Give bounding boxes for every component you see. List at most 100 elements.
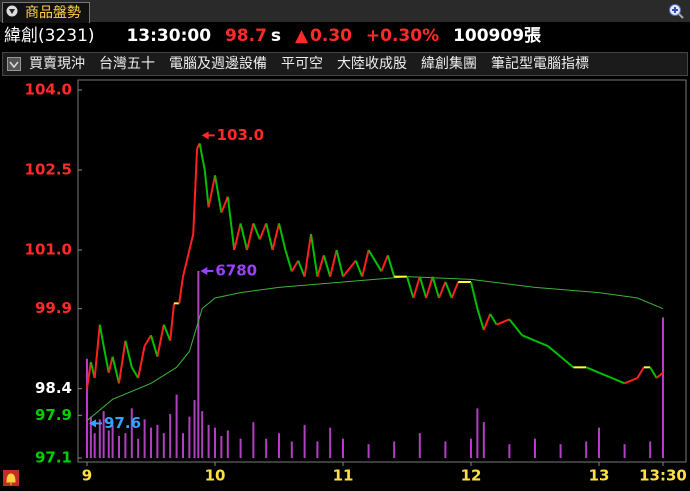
volume-bar [124, 433, 127, 458]
price-segment [406, 276, 415, 299]
price-segment [102, 345, 110, 373]
price-segment [380, 254, 389, 272]
chart: 104.0 102.5 101.0 99.9 98.4 97.9 97.1 9 10 11 12 13… [3, 79, 687, 486]
volume-bar [252, 422, 255, 458]
volume-bar [220, 435, 223, 458]
price-segment [425, 276, 434, 299]
toolbar-item[interactable]: 大陸收成股 [337, 56, 407, 72]
price-segment [130, 366, 140, 379]
price-segment [203, 169, 210, 208]
x-tick-label: 13:30 [639, 467, 687, 485]
price-segment [611, 377, 625, 385]
price-segment [124, 340, 133, 368]
volume-bar [265, 438, 268, 458]
toolbar-item[interactable]: 平可空 [281, 56, 323, 72]
volume: 100909張 [453, 26, 542, 46]
price-segment [521, 334, 536, 342]
volume-bar [207, 424, 210, 458]
volume-bar [239, 438, 242, 458]
volume-bar [197, 271, 200, 458]
price-segment [386, 255, 396, 277]
price-segment [585, 366, 600, 374]
x-tick-label: 10 [205, 467, 226, 485]
volume-bar [226, 430, 229, 458]
annotation-arrow [201, 131, 215, 140]
price-segment [265, 223, 274, 251]
volume-bar [559, 444, 562, 458]
title-bar: 商品盤勢 [0, 0, 690, 23]
price-segment [624, 377, 638, 385]
y-tick-label: 99.9 [35, 299, 72, 317]
volume-bar [476, 408, 479, 458]
volume-bar [93, 433, 96, 458]
checkbox[interactable] [7, 57, 21, 71]
price-segment [335, 249, 344, 277]
price-segment [559, 355, 575, 369]
price-segment [438, 281, 447, 299]
toolbar-item[interactable]: 筆記型電腦指標 [491, 56, 589, 72]
volume-bar [169, 413, 172, 458]
volume-bar [107, 430, 110, 458]
price-segment [107, 356, 114, 373]
volume-bar [278, 433, 280, 458]
volume-bar [585, 441, 588, 458]
volume-bar [329, 427, 332, 458]
price-segment [118, 340, 127, 384]
x-tick-label: 13 [589, 467, 610, 485]
y-tick-label: 97.1 [35, 449, 72, 467]
price: 98.7 [224, 26, 267, 46]
annotation-label: 6780 [215, 262, 257, 280]
price-segment [489, 313, 498, 326]
change-arrow: ▲ [294, 26, 309, 46]
price-segment [150, 335, 159, 357]
price-segment [655, 371, 664, 379]
price-segment [143, 334, 152, 347]
volume-bar [623, 444, 626, 458]
price-segment [444, 281, 453, 299]
price-segment [367, 249, 383, 272]
price-segment [598, 371, 613, 379]
annotation-label: 103.0 [217, 126, 264, 144]
change: 0.30 [310, 26, 352, 46]
volume-bar [182, 433, 184, 458]
bell-icon[interactable] [3, 470, 19, 486]
average-line [86, 276, 664, 422]
x-tick-label: 12 [461, 467, 482, 485]
volume-bar [534, 438, 536, 458]
price-segment [162, 324, 172, 342]
toolbar-item[interactable]: 台灣五十 [99, 56, 155, 72]
toolbar-item[interactable]: 電腦及週邊設備 [169, 56, 267, 72]
x-tick-label: 11 [333, 467, 354, 485]
volume-bar [342, 438, 344, 458]
price-segment [137, 345, 146, 379]
tab[interactable]: 商品盤勢 [2, 2, 90, 23]
menu-icon[interactable] [6, 5, 18, 17]
price-segment [322, 255, 332, 277]
volume-bar [598, 427, 600, 458]
volume-bar [118, 435, 120, 458]
price-segment [316, 255, 325, 277]
price-segment [86, 361, 92, 389]
volume-bar [102, 411, 105, 458]
toolbar-item[interactable]: 緯創集團 [421, 56, 477, 72]
annotation-label: 97.6 [104, 414, 141, 432]
price-segment [156, 324, 165, 357]
volume-bar [193, 400, 196, 458]
price-segment [547, 345, 562, 358]
price-segment [482, 313, 492, 331]
price-segment [226, 196, 236, 251]
volume-bar [150, 427, 152, 458]
volume-bar [143, 419, 146, 458]
zoom-icon[interactable] [668, 3, 684, 19]
y-tick-label: 104.0 [25, 81, 72, 99]
toolbar-item[interactable]: 買賣現沖 [29, 56, 85, 72]
price-segment [246, 223, 255, 251]
volume-bar [175, 394, 178, 458]
volume-bar [214, 427, 216, 458]
price-segment [418, 276, 428, 299]
price-segment [214, 175, 223, 213]
annotation-arrow [200, 267, 214, 275]
price-segment [182, 249, 191, 277]
price-segment [207, 175, 216, 208]
